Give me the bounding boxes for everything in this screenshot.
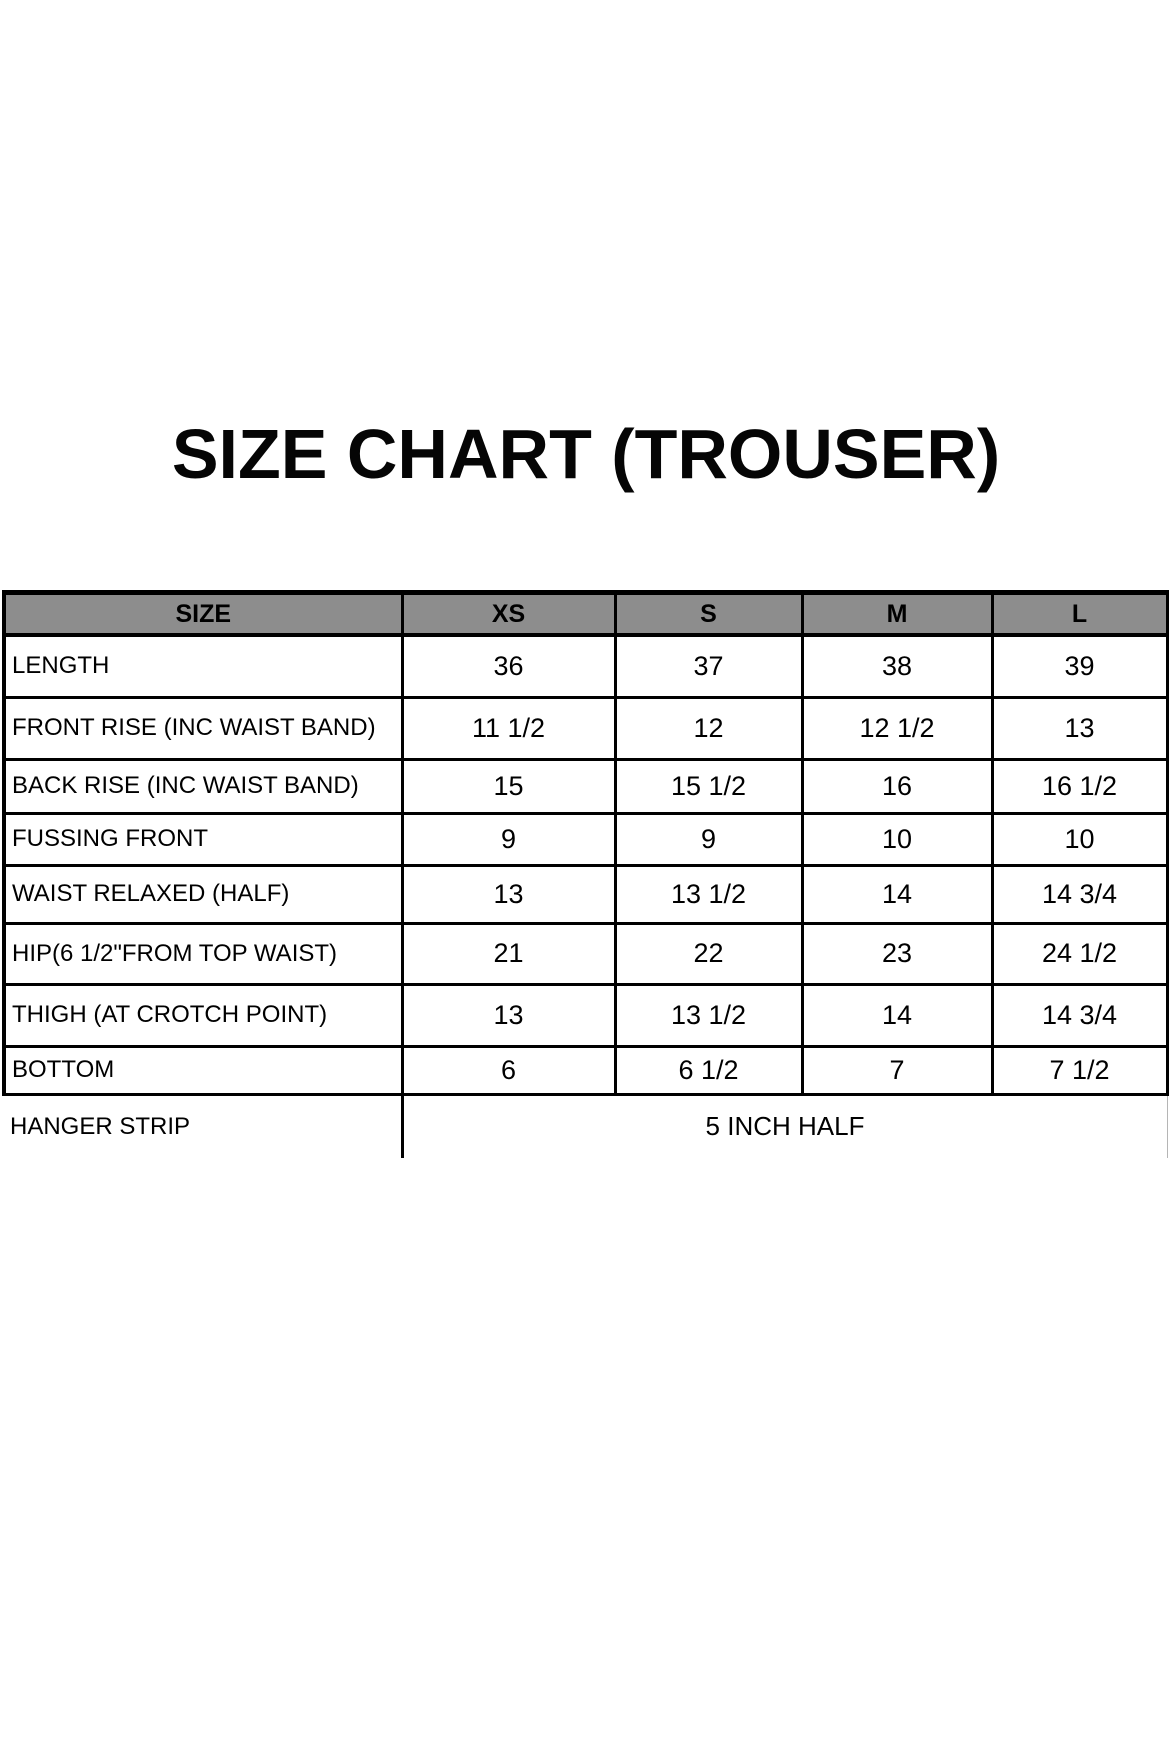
cell: 9 bbox=[400, 811, 617, 867]
cell: 6 1/2 bbox=[613, 1044, 804, 1096]
cell: 10 bbox=[990, 811, 1169, 867]
cell: 13 1/2 bbox=[613, 863, 804, 925]
cell: 39 bbox=[990, 633, 1169, 699]
cell: 24 1/2 bbox=[990, 921, 1169, 986]
cell: 7 1/2 bbox=[990, 1044, 1169, 1096]
cell: 14 3/4 bbox=[990, 982, 1169, 1048]
column-header-l: L bbox=[990, 590, 1169, 637]
cell: 13 bbox=[400, 863, 617, 925]
cell: 37 bbox=[613, 633, 804, 699]
cell: 16 bbox=[800, 757, 994, 815]
row-label: HANGER STRIP bbox=[4, 1092, 404, 1158]
table-row-back-rise: BACK RISE (INC WAIST BAND) 15 15 1/2 16 … bbox=[2, 757, 1169, 815]
column-header-m: M bbox=[800, 590, 994, 637]
cell: 14 3/4 bbox=[990, 863, 1169, 925]
cell: 13 1/2 bbox=[613, 982, 804, 1048]
merged-value-cell: 5 INCH HALF bbox=[402, 1094, 1168, 1158]
cell: 36 bbox=[400, 633, 617, 699]
cell: 14 bbox=[800, 982, 994, 1048]
row-label: FRONT RISE (INC WAIST BAND) bbox=[2, 695, 404, 761]
cell: 15 1/2 bbox=[613, 757, 804, 815]
row-label: BACK RISE (INC WAIST BAND) bbox=[2, 757, 404, 815]
row-label: FUSSING FRONT bbox=[2, 811, 404, 867]
cell: 6 bbox=[400, 1044, 617, 1096]
cell: 12 1/2 bbox=[800, 695, 994, 761]
cell: 12 bbox=[613, 695, 804, 761]
row-label: WAIST RELAXED (HALF) bbox=[2, 863, 404, 925]
page-title: SIZE CHART (TROUSER) bbox=[171, 415, 1001, 493]
column-header-xs: XS bbox=[400, 590, 617, 637]
cell: 9 bbox=[613, 811, 804, 867]
table-row-length: LENGTH 36 37 38 39 bbox=[2, 633, 1169, 699]
table-row-waist-relaxed: WAIST RELAXED (HALF) 13 13 1/2 14 14 3/4 bbox=[2, 863, 1169, 925]
row-label: THIGH (AT CROTCH POINT) bbox=[2, 982, 404, 1048]
row-label: HIP(6 1/2"FROM TOP WAIST) bbox=[2, 921, 404, 986]
table-row-thigh: THIGH (AT CROTCH POINT) 13 13 1/2 14 14 … bbox=[2, 982, 1169, 1048]
column-header-s: S bbox=[613, 590, 804, 637]
cell: 23 bbox=[800, 921, 994, 986]
cell: 11 1/2 bbox=[400, 695, 617, 761]
cell: 7 bbox=[800, 1044, 994, 1096]
table-row-hip: HIP(6 1/2"FROM TOP WAIST) 21 22 23 24 1/… bbox=[2, 921, 1169, 986]
table-row-bottom: BOTTOM 6 6 1/2 7 7 1/2 bbox=[2, 1044, 1169, 1096]
column-header-size: SIZE bbox=[2, 590, 404, 637]
cell: 13 bbox=[990, 695, 1169, 761]
table-row-front-rise: FRONT RISE (INC WAIST BAND) 11 1/2 12 12… bbox=[2, 695, 1169, 761]
table-row-fussing-front: FUSSING FRONT 9 9 10 10 bbox=[2, 811, 1169, 867]
cell: 38 bbox=[800, 633, 994, 699]
row-label: LENGTH bbox=[2, 633, 404, 699]
cell: 14 bbox=[800, 863, 994, 925]
row-label: BOTTOM bbox=[2, 1044, 404, 1096]
size-chart-table: SIZE XS S M L LENGTH 36 37 38 39 FRONT R… bbox=[2, 590, 1169, 1158]
cell: 21 bbox=[400, 921, 617, 986]
cell: 13 bbox=[400, 982, 617, 1048]
header-row: SIZE XS S M L bbox=[2, 590, 1169, 637]
table-row-hanger-strip: HANGER STRIP 5 INCH HALF bbox=[4, 1092, 1168, 1158]
cell: 16 1/2 bbox=[990, 757, 1169, 815]
cell: 15 bbox=[400, 757, 617, 815]
cell: 10 bbox=[800, 811, 994, 867]
cell: 22 bbox=[613, 921, 804, 986]
